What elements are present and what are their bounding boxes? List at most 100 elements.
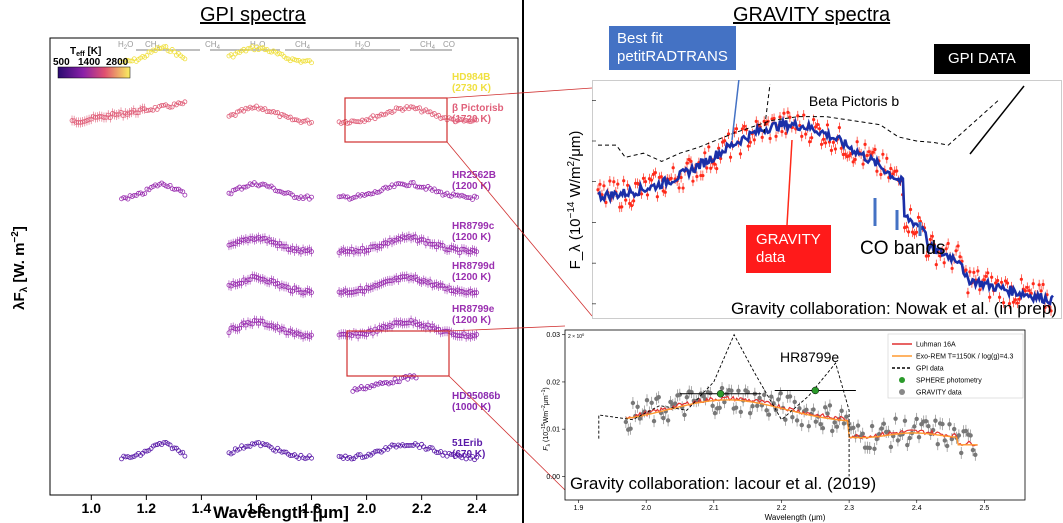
gpi-xlabel: Wavelength [µm] [213,503,349,522]
gpi-spectrum-hr2562b [119,179,480,202]
data-point [373,381,379,387]
data-point [140,191,146,197]
data-point [729,388,734,393]
data-point [905,225,909,229]
data-point [832,420,837,425]
data-point [834,424,840,429]
panel-divider [522,0,524,523]
data-point [895,169,899,173]
data-point [235,49,240,55]
data-point [131,192,137,198]
svg-text:F_λ (10−14 W/m2/μm): F_λ (10−14 W/m2/μm) [566,131,584,270]
data-point [757,395,762,401]
data-point [256,440,261,445]
data-point [119,59,124,65]
object-teff-label: (1000 K) [452,402,491,413]
data-point [423,446,429,452]
data-point [389,442,395,448]
data-point [1047,304,1051,308]
data-point [349,456,355,462]
data-point [754,119,758,123]
data-point [285,190,291,196]
data-point [717,146,721,150]
data-point [679,175,683,180]
data-point [740,127,745,131]
data-point [786,110,790,114]
data-point [863,142,867,146]
data-point [630,204,634,208]
data-point [728,155,733,159]
hr-xtick-label: 2.1 [709,505,719,512]
data-point [395,106,401,111]
data-point [808,140,812,144]
data-point [127,58,133,64]
data-point [152,442,158,448]
data-point [719,385,725,391]
data-point [855,140,859,144]
hr8799e-credit: Gravity collaboration: lacour et al. (20… [570,474,876,493]
data-point [396,379,402,385]
data-point [949,436,955,442]
data-point [978,288,982,292]
data-point [787,394,793,399]
data-point [717,405,722,411]
hr-xtick-label: 1.9 [574,505,584,512]
data-point [843,152,847,156]
data-point [277,188,283,194]
data-point [369,383,375,388]
data-point [944,247,948,251]
beta-pic-ylabel: F_λ (10−14 W/m2/μm) [566,131,584,270]
gpi-spectrum-51erib [119,440,480,463]
colorbar-title: Teff [K] [70,46,101,58]
hr-xtick-label: 2.5 [980,505,990,512]
data-point [1031,282,1035,286]
data-point [294,57,300,63]
data-point [752,138,756,142]
data-point [788,115,792,119]
object-teff-label: (2730 K) [452,83,491,94]
data-point [1043,305,1047,309]
data-point [782,111,786,115]
data-point [956,244,960,248]
data-point [879,426,884,431]
data-point [668,399,673,405]
data-point [940,421,945,427]
data-point [628,201,632,206]
data-point [602,184,606,188]
data-point [279,111,285,117]
hr-gpi-series [598,333,850,477]
data-point [760,135,764,139]
data-point [685,161,689,165]
data-point [119,456,124,462]
band-label: CH4 [420,40,436,51]
hr-xtick-label: 2.2 [777,505,787,512]
data-point [723,139,727,143]
data-point [783,417,788,422]
data-point [916,215,921,219]
data-point [1005,281,1010,285]
band-label: CO [443,40,455,49]
data-point [830,428,835,434]
highlight-box-beta-pic [344,97,448,143]
data-point [695,174,699,179]
data-point [275,445,281,451]
data-point [226,190,232,196]
data-point [818,421,823,427]
data-point [817,127,822,131]
data-point [825,411,830,416]
data-point [144,53,150,58]
data-point [790,415,795,420]
data-point [794,418,800,423]
data-point [237,446,242,452]
data-point [997,295,1002,299]
data-point [964,268,968,272]
data-point [778,115,782,119]
data-point [742,124,746,128]
data-point [637,416,643,421]
data-point [821,137,826,141]
data-point [1025,285,1029,290]
data-point [902,418,908,424]
data-point [976,269,980,273]
colorbar [57,66,131,79]
data-point [1039,289,1043,293]
